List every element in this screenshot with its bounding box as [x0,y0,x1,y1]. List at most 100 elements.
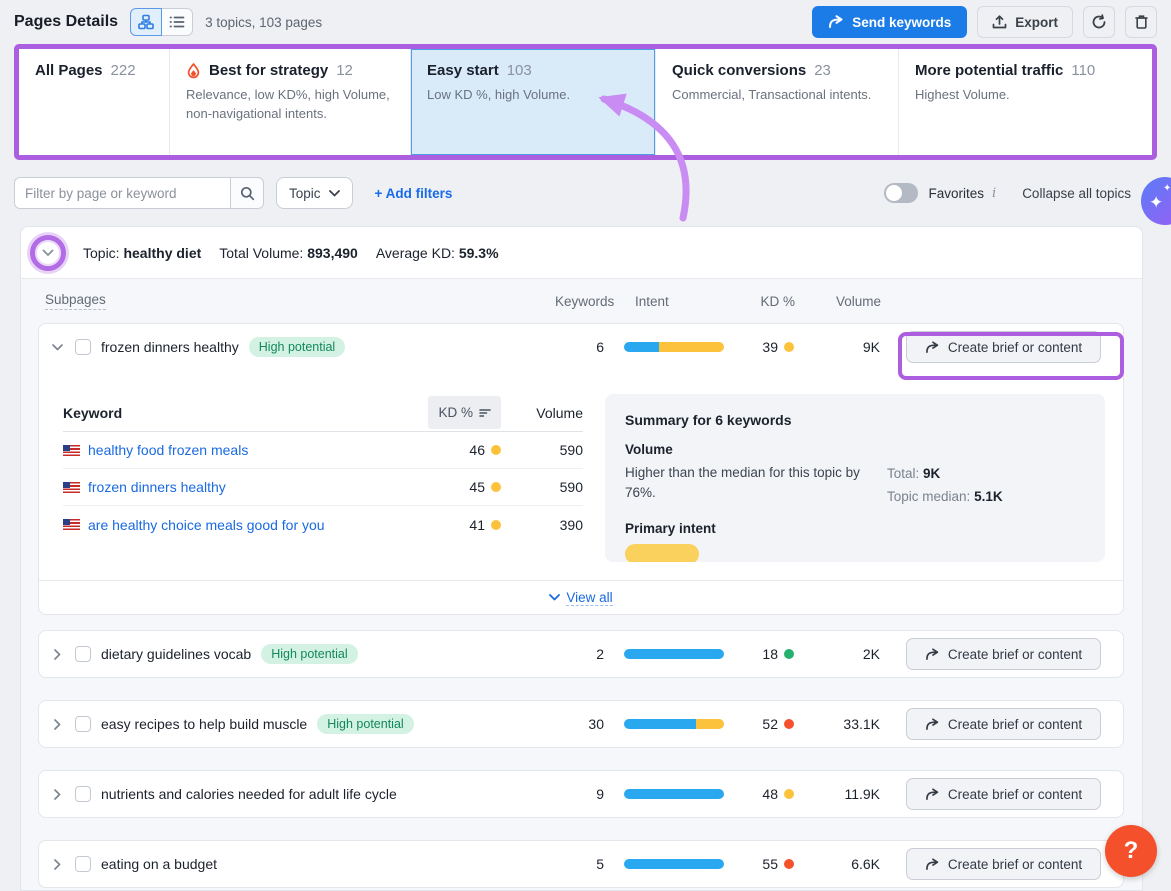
row-checkbox[interactable] [75,646,91,662]
summary-volume-text: Higher than the median for this topic by… [625,463,865,509]
table-row[interactable]: nutrients and calories needed for adult … [39,771,1123,817]
keywords-count: 2 [554,646,604,662]
send-keywords-label: Send keywords [852,15,951,30]
average-kd-value: 59.3% [459,245,499,261]
tab-best-for-strategy[interactable]: Best for strategy 12 Relevance, low KD%,… [169,49,410,155]
tab-label: More potential traffic [915,62,1063,79]
create-brief-button[interactable]: Create brief or content [906,708,1101,740]
topic-label: Topic: [83,245,120,261]
export-icon [992,15,1007,30]
tab-count: 110 [1071,62,1095,79]
table-row[interactable]: dietary guidelines vocab High potential … [39,631,1123,677]
volume-column-header: Volume [501,405,583,421]
row-checkbox[interactable] [75,716,91,732]
topic-dropdown[interactable]: Topic [276,177,353,209]
table-row[interactable]: eating on a budget 5 55 6.6K Create brie… [39,841,1123,887]
filter-bar-right: Favorites i Collapse all topics [884,183,1157,203]
create-brief-label: Create brief or content [948,340,1082,355]
intent-bar [624,789,724,799]
search-icon [240,186,255,201]
tree-view-button[interactable] [130,8,162,36]
row-expand-chevron[interactable] [49,716,65,732]
forward-arrow-icon [925,858,940,871]
flame-icon [186,63,201,79]
chevron-down-icon [42,249,54,257]
create-brief-button[interactable]: Create brief or content [906,848,1101,880]
collapse-all-topics-link[interactable]: Collapse all topics [1022,186,1131,201]
total-volume-value: 893,490 [307,245,358,261]
high-potential-badge: High potential [317,714,413,734]
search-input[interactable] [14,177,230,209]
summary-volume-heading: Volume [625,442,1085,457]
list-view-button[interactable] [161,8,193,36]
help-button[interactable]: ? [1105,825,1157,877]
kd-dot [784,342,794,352]
favorites-label: Favorites [928,186,984,201]
favorites-toggle[interactable] [884,183,918,203]
subpage-name: dietary guidelines vocab [101,646,251,662]
table-row[interactable]: easy recipes to help build muscle High p… [39,701,1123,747]
topic-name: healthy diet [123,245,201,261]
kd-sort-header[interactable]: KD % [428,396,501,429]
volume-value: 2K [794,646,880,662]
keyword-link[interactable]: healthy food frozen meals [88,442,248,458]
tab-count: 103 [507,62,532,79]
total-volume-label: Total Volume: [219,245,303,261]
row-checkbox[interactable] [75,856,91,872]
subpage-card-frozen-dinners: frozen dinners healthy High potential 6 … [38,323,1124,615]
row-collapse-chevron[interactable] [49,339,65,355]
keyword-row: are healthy choice meals good for you 41… [63,506,583,543]
add-filters-link[interactable]: + Add filters [375,186,453,201]
row-expand-chevron[interactable] [49,856,65,872]
tab-quick-conversions[interactable]: Quick conversions 23 Commercial, Transac… [655,49,898,155]
forward-arrow-icon [925,788,940,801]
tab-all-pages[interactable]: All Pages 222 [19,49,169,155]
keyword-link[interactable]: frozen dinners healthy [88,479,226,495]
tab-desc: Commercial, Transactional intents. [672,86,882,105]
volume-value: 6.6K [794,856,880,872]
export-button[interactable]: Export [977,6,1073,38]
keyword-link[interactable]: are healthy choice meals good for you [88,517,325,533]
tab-desc: Highest Volume. [915,86,1125,105]
kd-dot [784,789,794,799]
filter-bar: Topic + Add filters Favorites i Collapse… [14,176,1157,210]
topic-collapse-chevron[interactable] [30,235,66,271]
create-brief-button[interactable]: Create brief or content [906,778,1101,810]
refresh-button[interactable] [1083,6,1115,38]
topic-median-label: Topic median: [887,489,970,504]
chevron-right-icon [54,859,61,870]
delete-button[interactable] [1125,6,1157,38]
table-row[interactable]: frozen dinners healthy High potential 6 … [39,324,1123,370]
sort-icon [479,408,491,418]
subpage-name: easy recipes to help build muscle [101,716,307,732]
search-button[interactable] [230,177,264,209]
intent-bar [624,649,724,659]
view-all-link[interactable]: View all [566,590,612,606]
toggle-knob [886,185,902,201]
tab-more-potential-traffic[interactable]: More potential traffic 110 Highest Volum… [898,49,1152,155]
high-potential-badge: High potential [249,337,345,357]
forward-arrow-icon [828,15,844,29]
kd-dot [784,719,794,729]
kd-value: 18 [762,646,778,662]
tab-label: All Pages [35,62,103,79]
subpage-card-nutrients-calories: nutrients and calories needed for adult … [38,770,1124,818]
subpages-column-header[interactable]: Subpages [45,292,106,310]
subpage-card-dietary-guidelines: dietary guidelines vocab High potential … [38,630,1124,678]
create-brief-button[interactable]: Create brief or content [906,638,1101,670]
topic-median-value: 5.1K [974,489,1003,504]
chevron-down-icon [52,344,63,351]
create-brief-button[interactable]: Create brief or content [906,331,1101,363]
send-keywords-button[interactable]: Send keywords [812,6,967,38]
row-checkbox[interactable] [75,786,91,802]
kd-header-label: KD % [438,405,473,420]
volume-value: 9K [794,339,880,355]
kd-dot [491,482,501,492]
summary-title: Summary for 6 keywords [625,412,1085,428]
tab-easy-start[interactable]: Easy start 103 Low KD %, high Volume. [410,49,655,155]
row-checkbox[interactable] [75,339,91,355]
kd-value: 41 [469,517,485,533]
info-icon[interactable]: i [992,186,996,201]
row-expand-chevron[interactable] [49,646,65,662]
row-expand-chevron[interactable] [49,786,65,802]
